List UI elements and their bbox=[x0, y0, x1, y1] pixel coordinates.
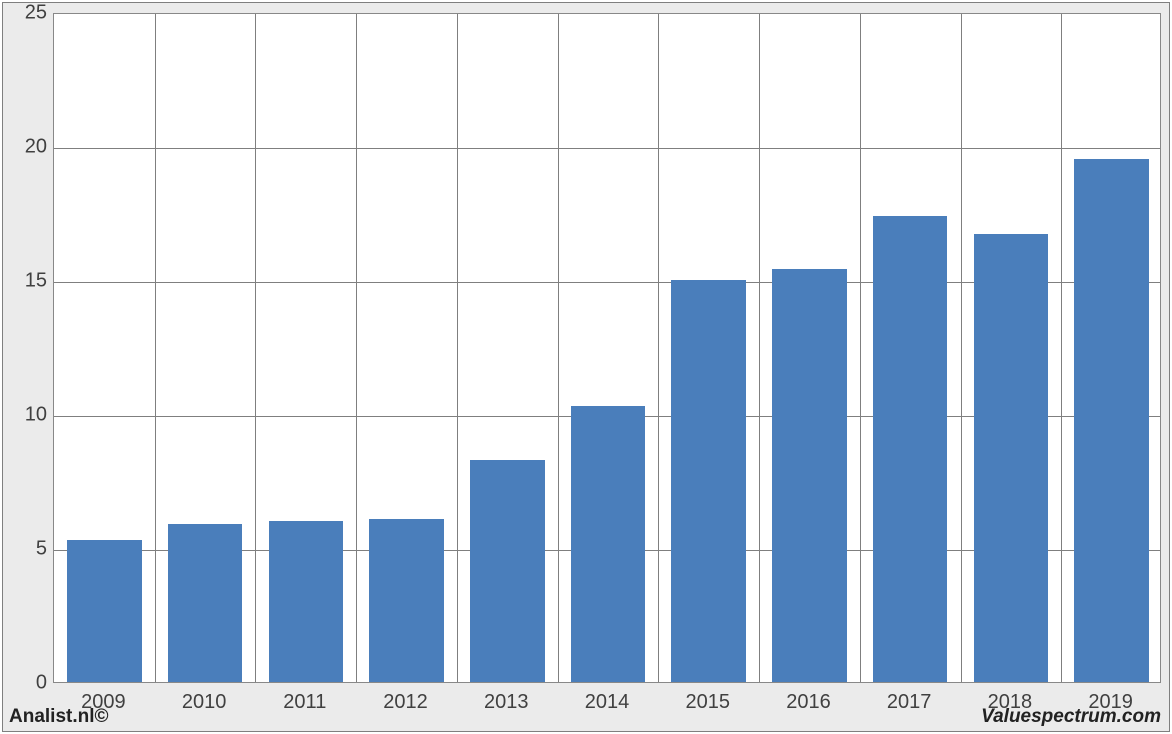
x-axis-label: 2018 bbox=[988, 691, 1033, 714]
x-axis-label: 2013 bbox=[484, 691, 529, 714]
x-axis-label: 2017 bbox=[887, 691, 932, 714]
x-axis-label: 2012 bbox=[383, 691, 428, 714]
gridline-v bbox=[658, 14, 659, 682]
gridline-v bbox=[759, 14, 760, 682]
gridline-v bbox=[558, 14, 559, 682]
gridline-v bbox=[356, 14, 357, 682]
x-axis-label: 2011 bbox=[283, 691, 326, 714]
gridline-v bbox=[255, 14, 256, 682]
bar bbox=[974, 234, 1049, 682]
y-axis-label: 25 bbox=[3, 2, 47, 25]
x-axis-label: 2016 bbox=[786, 691, 831, 714]
bar bbox=[1074, 159, 1149, 682]
plot-area bbox=[53, 13, 1161, 683]
bar bbox=[571, 406, 646, 682]
x-axis-label: 2010 bbox=[182, 691, 227, 714]
gridline-v bbox=[1061, 14, 1062, 682]
bar bbox=[772, 269, 847, 682]
gridline-h bbox=[54, 148, 1160, 149]
y-axis-label: 5 bbox=[3, 538, 47, 561]
x-axis-label: 2015 bbox=[685, 691, 730, 714]
bar bbox=[873, 216, 948, 682]
y-axis-label: 15 bbox=[3, 270, 47, 293]
bar bbox=[671, 280, 746, 682]
gridline-v bbox=[860, 14, 861, 682]
gridline-v bbox=[457, 14, 458, 682]
bar bbox=[369, 519, 444, 682]
bar bbox=[168, 524, 243, 682]
y-axis-label: 0 bbox=[3, 672, 47, 695]
bar bbox=[470, 460, 545, 682]
x-axis-label: 2019 bbox=[1088, 691, 1133, 714]
x-axis-label: 2009 bbox=[81, 691, 126, 714]
chart-outer: Analist.nl© Valuespectrum.com 0510152025… bbox=[2, 2, 1170, 732]
bar bbox=[67, 540, 142, 682]
bar bbox=[269, 521, 344, 682]
chart-frame: Analist.nl© Valuespectrum.com 0510152025… bbox=[0, 0, 1172, 734]
y-axis-label: 20 bbox=[3, 136, 47, 159]
y-axis-label: 10 bbox=[3, 404, 47, 427]
gridline-v bbox=[961, 14, 962, 682]
gridline-v bbox=[155, 14, 156, 682]
x-axis-label: 2014 bbox=[585, 691, 630, 714]
